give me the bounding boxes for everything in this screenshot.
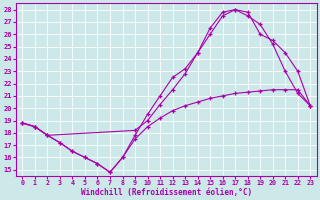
X-axis label: Windchill (Refroidissement éolien,°C): Windchill (Refroidissement éolien,°C) — [81, 188, 252, 197]
